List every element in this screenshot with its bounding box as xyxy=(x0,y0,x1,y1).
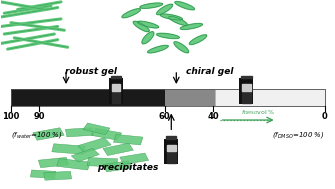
Bar xyxy=(164,139,178,164)
Bar xyxy=(78,138,111,153)
Bar xyxy=(111,76,121,78)
Polygon shape xyxy=(140,3,162,8)
Text: ($f_{DMSO}$=100 %): ($f_{DMSO}$=100 %) xyxy=(272,130,325,140)
Text: ($f_{water}$=100 %): ($f_{water}$=100 %) xyxy=(11,130,62,140)
Text: $f_{DMSO}$vol %: $f_{DMSO}$vol % xyxy=(242,108,276,117)
Bar xyxy=(103,161,132,172)
Bar xyxy=(30,170,56,178)
Bar xyxy=(71,148,99,162)
Text: precipitates: precipitates xyxy=(97,163,158,172)
Bar xyxy=(87,158,118,167)
Bar xyxy=(112,91,120,103)
Polygon shape xyxy=(148,45,168,53)
Bar xyxy=(11,89,164,106)
Bar xyxy=(215,89,325,106)
Polygon shape xyxy=(137,21,158,28)
Bar xyxy=(167,152,176,163)
Text: 0: 0 xyxy=(322,112,328,121)
Bar xyxy=(120,153,148,164)
Text: 40: 40 xyxy=(207,112,219,121)
Polygon shape xyxy=(157,33,179,39)
Bar xyxy=(240,78,254,104)
Text: 90: 90 xyxy=(34,112,45,121)
Polygon shape xyxy=(189,35,207,45)
Bar xyxy=(242,91,251,103)
Polygon shape xyxy=(160,14,182,20)
Polygon shape xyxy=(142,32,154,44)
Bar xyxy=(166,136,176,139)
Polygon shape xyxy=(180,23,202,29)
Bar xyxy=(91,128,122,140)
Polygon shape xyxy=(133,21,149,32)
Bar xyxy=(33,128,64,140)
Polygon shape xyxy=(169,16,187,25)
Bar xyxy=(164,89,215,106)
Bar xyxy=(112,84,120,91)
Bar xyxy=(44,171,72,180)
Bar xyxy=(57,159,90,170)
Bar xyxy=(11,89,325,106)
Bar xyxy=(109,78,123,104)
Bar xyxy=(242,76,252,78)
Text: chiral gel: chiral gel xyxy=(186,67,233,76)
Bar xyxy=(52,144,85,154)
Text: 100: 100 xyxy=(2,112,20,121)
Bar xyxy=(65,128,93,137)
Bar xyxy=(39,157,69,168)
Polygon shape xyxy=(175,2,194,10)
Polygon shape xyxy=(122,9,140,18)
Polygon shape xyxy=(156,4,173,15)
Bar xyxy=(103,143,133,156)
Text: robust gel: robust gel xyxy=(65,67,117,76)
Bar xyxy=(167,145,176,151)
Polygon shape xyxy=(174,42,189,53)
Bar xyxy=(83,123,110,135)
Text: 60: 60 xyxy=(159,112,171,121)
Bar xyxy=(114,134,143,145)
Bar xyxy=(242,84,251,91)
